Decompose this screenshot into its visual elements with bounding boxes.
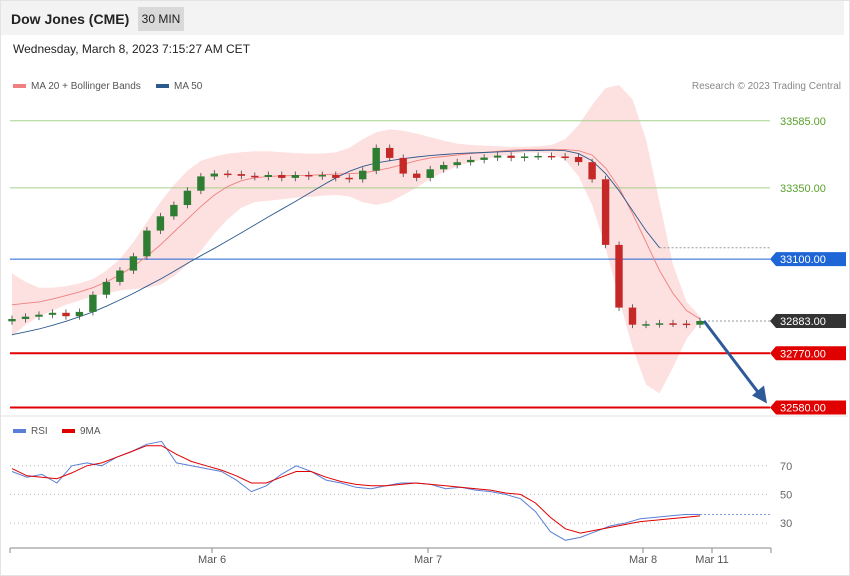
rsi-tick-label: 50 [780,489,792,501]
level-tag-5 [770,400,846,415]
candle-body [642,324,650,326]
candle-body [21,316,30,319]
level-label-5: 32580.00 [780,402,826,414]
bollinger-band-area [12,85,700,394]
rsi-tick-label: 70 [780,461,792,473]
candle-body [399,157,407,174]
candle-body [62,312,70,317]
candle-body [264,175,272,177]
legend-ma50-label: MA 50 [174,81,203,92]
legend-rsi: RSI [13,426,48,437]
ma20-line [11,148,701,320]
candle-body [8,319,16,322]
candle-body [588,162,596,180]
x-tick-label: Mar 11 [695,554,728,566]
candle-body [183,190,192,205]
candle-body [655,323,664,325]
candle-body [547,155,556,158]
candle-body [170,204,178,217]
instrument-title: Dow Jones (CME) [11,11,130,27]
candle-body [291,175,299,178]
candle-body [278,175,286,178]
candle-body [359,170,367,180]
candle-body [237,174,245,176]
legend-ma50: MA 50 [156,81,202,92]
candle-body [669,323,677,325]
candle-body [224,173,232,176]
candle-body [143,230,151,257]
candle-body [682,323,691,326]
x-axis: Mar 6 Mar 7 Mar 8 Mar 11 [9,547,772,566]
rsi-ma-line [11,445,701,534]
header-bar: Dow Jones (CME) 30 MIN [1,1,844,35]
candle-body [426,169,434,178]
level-label-4: 32770.00 [780,348,826,360]
candle-body [116,270,124,282]
candle-body [520,156,529,158]
candle-body [493,155,502,158]
forecast-arrow-shaft [702,320,764,399]
candle-body [318,175,326,177]
candle-body [601,179,610,245]
level-tag-2 [770,252,846,267]
forecast-arrow-head [752,385,767,404]
candle-body [251,175,259,178]
candle-body [440,165,448,170]
level-label-3: 32883.00 [780,316,826,328]
candle-body [453,162,461,166]
candle-body [507,155,515,158]
legend-9ma-label: 9MA [80,426,101,437]
level-label-2: 33100.00 [780,254,826,266]
candle-body [615,244,623,308]
research-credit: Research © 2023 Trading Central [691,81,841,92]
level-tag-4 [770,346,846,361]
candle-body [628,307,637,325]
candle-body [210,173,218,177]
legend-rsi-label: RSI [31,426,48,437]
rsi-swatch [13,429,26,434]
timeframe-button[interactable]: 30 MIN [138,7,184,31]
candle-body [129,256,138,271]
candle-body [156,216,165,231]
candle-body [102,281,111,295]
candle-body [89,294,97,312]
main-pane: 33585.00 33350.00 33100.00 32883.00 32770.00… [8,85,846,415]
ma50-swatch [156,84,169,89]
candle-body [480,157,488,160]
candle-body [48,312,57,315]
candle-body [413,173,421,178]
ma20-swatch [13,84,26,89]
rsi-tick-label: 30 [780,518,792,530]
rsi-line [11,440,700,541]
candle-body [345,177,353,180]
candle-body [75,311,84,317]
rsi-ma-swatch [62,429,75,434]
candle-body [332,175,340,178]
candle-body [35,314,43,317]
candle-body [305,175,313,177]
candle-body [386,147,394,158]
candle-body [197,176,205,191]
candle-body [561,156,569,158]
legend-9ma: 9MA [62,426,101,437]
candle-body [372,147,380,171]
x-tick-label: Mar 6 [198,554,226,566]
rsi-pane: 70 50 30 [10,440,792,541]
x-tick-label: Mar 7 [414,554,442,566]
level-tag-3 [770,314,846,329]
candle-body [574,157,583,163]
candle-body [467,159,475,163]
candle-body [534,155,542,158]
level-label-0: 33585.00 [780,116,826,128]
x-tick-label: Mar 8 [629,554,657,566]
candle-body [696,321,704,325]
legend-ma20: MA 20 + Bollinger Bands [13,81,141,92]
legend-ma20-label: MA 20 + Bollinger Bands [31,81,141,92]
timestamp: Wednesday, March 8, 2023 7:15:27 AM CET [13,42,251,56]
level-label-1: 33350.00 [780,183,826,195]
